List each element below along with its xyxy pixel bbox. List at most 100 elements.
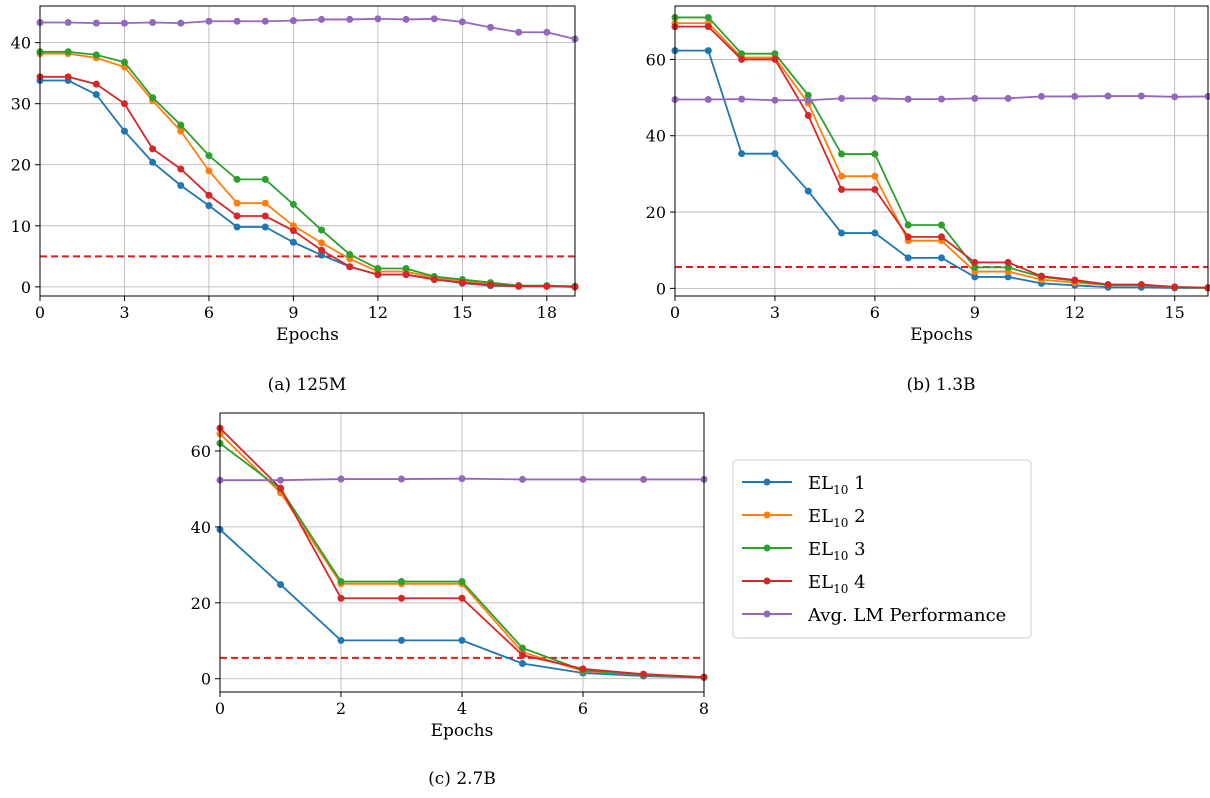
p0-point-el10-3-11	[346, 250, 354, 258]
p1-xtick-label-0: 0	[670, 303, 680, 322]
p1-point-el10-3-2	[738, 50, 746, 58]
p1-xtick-label-6: 6	[870, 303, 880, 322]
p1-point-el10-4-6	[871, 186, 879, 194]
p2-ytick-label-60: 60	[191, 442, 211, 461]
p0-point-el10-4-15	[458, 279, 466, 287]
p1-point-el10-3-8	[938, 221, 945, 229]
p1-point-el10-4-16	[1204, 284, 1210, 292]
p1-series-avg-lm-performance	[671, 92, 1210, 104]
legend-marker-el10-1	[763, 478, 771, 486]
panel-c-2-7b: 0 2 4 6 8 0 20 40 60 Epochs	[191, 412, 709, 741]
p0-point-el10-1-6	[205, 202, 213, 210]
p0-series-el10-2	[36, 50, 579, 291]
p0-point-avg-lm-performance-3	[120, 19, 128, 27]
p0-point-el10-4-10	[318, 246, 326, 254]
p1-point-avg-lm-performance-3	[771, 96, 779, 104]
legend: EL10 1 EL10 2 EL10 3 EL10 4 Avg. LM Perf…	[732, 459, 1032, 639]
p1-line-el10-1	[675, 49, 1208, 289]
p1-point-el10-1-5	[838, 229, 846, 237]
p1-point-avg-lm-performance-11	[1037, 92, 1045, 100]
p0-ytick-label-40: 40	[11, 34, 31, 53]
legend-marker-el10-3	[763, 544, 771, 552]
p1-point-avg-lm-performance-16	[1204, 92, 1210, 100]
p2-point-el10-1-1	[277, 581, 284, 589]
p1-point-avg-lm-performance-14	[1137, 92, 1145, 100]
p0-point-el10-1-7	[233, 223, 241, 231]
p0-point-el10-4-3	[120, 100, 128, 108]
p0-point-el10-4-1	[64, 73, 72, 81]
p1-axes-frame	[674, 5, 1209, 297]
p0-point-avg-lm-performance-9	[289, 17, 297, 25]
caption-b: (b) 1.3B	[906, 375, 975, 395]
p2-point-avg-lm-performance-4	[458, 475, 466, 483]
p2-point-el10-4-2	[337, 594, 345, 602]
p1-point-el10-4-12	[1071, 276, 1079, 284]
legend-entry-el10-4: EL10 4	[742, 572, 866, 596]
p0-point-el10-2-7	[233, 199, 241, 207]
legend-marker-el10-4	[763, 577, 771, 585]
p1-series-el10-3	[671, 13, 1210, 292]
p0-point-el10-2-6	[205, 167, 213, 175]
p2-point-avg-lm-performance-1	[277, 476, 284, 484]
p0-ytick-label-30: 30	[11, 95, 31, 114]
p0-point-avg-lm-performance-16	[487, 23, 495, 31]
p1-point-avg-lm-performance-6	[871, 94, 879, 102]
p1-point-el10-2-5	[838, 172, 846, 180]
p0-xtick-label-6: 6	[204, 303, 214, 322]
p1-point-el10-4-5	[838, 186, 846, 194]
p2-xtick-label-8: 8	[699, 699, 709, 718]
p2-point-el10-4-1	[277, 484, 284, 492]
p0-point-avg-lm-performance-5	[177, 19, 185, 27]
p1-point-avg-lm-performance-7	[904, 95, 912, 103]
p0-point-el10-4-14	[430, 276, 438, 284]
p2-xtick-label-2: 2	[336, 699, 346, 718]
p1-point-el10-1-3	[771, 150, 779, 158]
p0-point-el10-3-4	[149, 94, 157, 102]
p2-ytick-label-0: 0	[201, 670, 211, 689]
p2-point-el10-4-6	[579, 665, 587, 673]
p1-point-avg-lm-performance-4	[804, 96, 812, 104]
p1-ytick-label-60: 60	[646, 50, 666, 69]
p2-point-el10-4-4	[458, 594, 466, 602]
p2-xtick-label-6: 6	[578, 699, 588, 718]
p0-point-el10-4-4	[149, 145, 157, 153]
legend-entry-el10-1: EL10 1	[742, 473, 866, 497]
p2-point-avg-lm-performance-6	[579, 475, 587, 483]
p1-xtick-label-9: 9	[970, 303, 980, 322]
p0-xtick-label-18: 18	[537, 303, 557, 322]
p0-xtick-label-12: 12	[368, 303, 388, 322]
p2-point-avg-lm-performance-5	[519, 475, 526, 483]
p0-point-el10-3-3	[120, 58, 128, 66]
p1-xaxis-label: Epochs	[910, 325, 973, 345]
p1-ytick-label-20: 20	[646, 203, 666, 222]
p2-ytick-label-20: 20	[191, 594, 211, 613]
panel-a-125m: 0 3 6 9 12 15 18 0 10 20 30 40 Epochs	[11, 5, 579, 345]
p0-point-el10-3-8	[261, 175, 269, 183]
p2-point-avg-lm-performance-3	[398, 475, 405, 483]
p1-xtick-label-3: 3	[770, 303, 780, 322]
p0-ytick-label-0: 0	[21, 278, 31, 297]
p1-point-avg-lm-performance-5	[838, 94, 846, 102]
p2-series-avg-lm-performance	[216, 475, 708, 484]
p0-point-el10-3-9	[289, 200, 297, 208]
p1-ytick-label-0: 0	[656, 279, 666, 298]
p1-point-el10-4-9	[971, 258, 979, 266]
p0-point-el10-2-5	[177, 127, 185, 135]
p0-point-el10-2-8	[261, 199, 269, 207]
p1-line-el10-4	[675, 25, 1209, 289]
caption-c: (c) 2.7B	[428, 769, 496, 789]
p1-point-el10-3-1	[704, 13, 712, 21]
p0-point-el10-3-2	[92, 51, 100, 59]
p1-point-el10-4-4	[804, 112, 812, 120]
p0-xtick-label-15: 15	[452, 303, 472, 322]
p1-point-el10-3-7	[904, 221, 912, 229]
p2-point-el10-3-4	[458, 578, 466, 586]
p0-point-el10-3-5	[177, 121, 185, 129]
p0-point-el10-1-4	[149, 158, 157, 166]
legend-label-el10-4: EL10 4	[808, 572, 866, 596]
p2-point-avg-lm-performance-7	[640, 475, 647, 483]
p1-point-el10-1-1	[704, 47, 712, 55]
p0-series-el10-4	[36, 73, 579, 291]
p0-point-el10-4-6	[205, 191, 213, 199]
